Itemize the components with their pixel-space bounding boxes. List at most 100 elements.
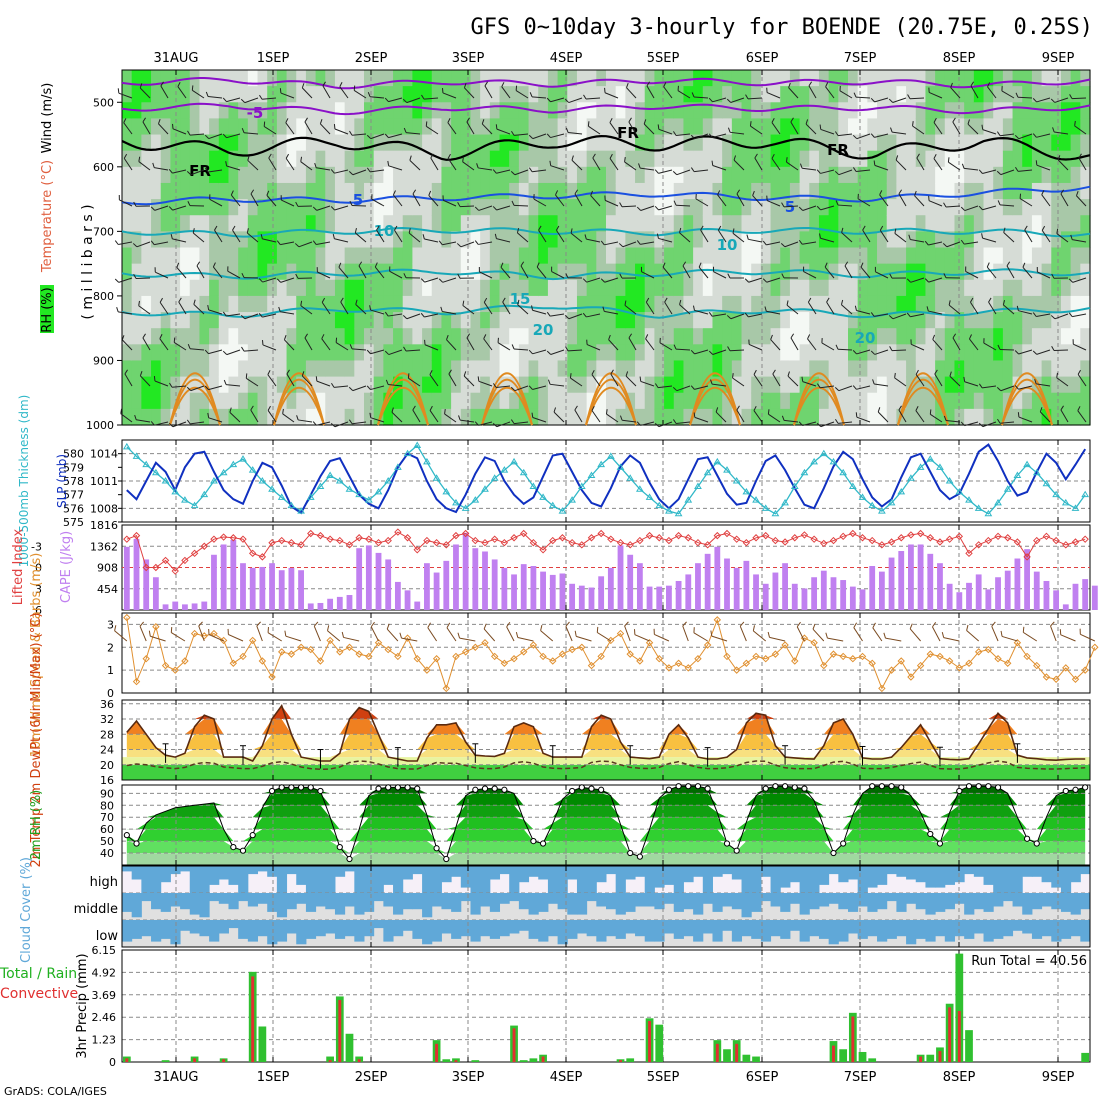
rh-cell: [257, 376, 268, 394]
rh-cell: [518, 166, 530, 184]
rh-cell: [528, 279, 539, 297]
rh-cell: [364, 247, 375, 265]
rh-cell: [334, 295, 346, 313]
rh-cell: [160, 70, 171, 87]
rh-cell: [218, 166, 230, 184]
rh-cell: [1031, 166, 1043, 184]
wind-barb-flag: [250, 405, 254, 411]
rh-cell: [364, 328, 375, 345]
cloud-cell: [528, 866, 539, 877]
rh-cell: [915, 376, 927, 394]
wind-speed-point: [171, 666, 179, 674]
cloud-cell: [296, 920, 307, 945]
wind-barb: [208, 349, 223, 355]
wind-barb-flag: [515, 631, 519, 638]
rh-cell: [247, 312, 259, 329]
lifted-index-point: [907, 531, 915, 539]
cloud-cell: [731, 893, 743, 910]
rh-cell: [751, 118, 762, 136]
wind-barb: [459, 205, 475, 208]
wind-barb: [943, 637, 960, 642]
wind-barb: [1000, 421, 1015, 424]
rh-cell: [586, 86, 597, 103]
rh-cell: [654, 392, 665, 410]
rh-cell: [247, 295, 259, 313]
wind-barb-flag: [330, 169, 335, 174]
wind-barb-flag: [1074, 120, 1076, 126]
wind-barb: [154, 380, 169, 387]
cloud-cell: [857, 920, 868, 939]
temp-tick-label: 16: [100, 774, 114, 787]
rh-cell: [247, 408, 259, 426]
cloud-cell: [1080, 893, 1091, 910]
wind-barb: [190, 385, 205, 392]
rh-cell: [276, 344, 288, 362]
cape-bar: [704, 553, 711, 610]
rh-cell: [770, 312, 781, 329]
wind-barb: [590, 195, 601, 207]
wind-barb-flag: [402, 98, 408, 103]
wind-barb-flag: [124, 369, 128, 375]
rh-cell: [770, 215, 781, 232]
cloud-cell: [518, 893, 530, 910]
rh-cell: [993, 118, 1004, 136]
wind-barb-flag: [222, 311, 227, 317]
rh-cell: [286, 70, 297, 87]
rh-cell: [480, 247, 491, 265]
rh-tick-label: 80: [100, 799, 114, 812]
rh-cell: [499, 408, 510, 426]
rh-cell: [480, 134, 491, 152]
cloud-cell: [625, 893, 636, 912]
rh-cell: [1002, 182, 1014, 200]
rh-cell: [499, 247, 510, 265]
cloud-cell: [664, 893, 675, 904]
precip-convective-bar: [832, 1045, 835, 1062]
rh-cell: [654, 102, 665, 120]
rh-cell: [393, 231, 404, 249]
rh-cell: [325, 360, 336, 378]
rh-cell: [305, 392, 317, 410]
bottom-date-label: 6SEP: [746, 1070, 779, 1085]
rh-cell: [896, 344, 907, 362]
rh-cell: [915, 231, 927, 249]
rh-cell: [586, 134, 597, 152]
wind-barb-flag: [370, 621, 375, 628]
rh-cell: [838, 150, 849, 168]
rh-cell: [944, 328, 956, 345]
rh-cell: [1060, 86, 1072, 103]
rh-cell: [151, 392, 162, 410]
rh-cell: [489, 392, 501, 410]
slp-tick-label: 1014: [90, 448, 118, 461]
rh-cell: [712, 86, 723, 103]
wind-barb-flag: [682, 261, 687, 267]
rh-cell: [209, 247, 220, 265]
rh-cell: [799, 150, 810, 168]
rh-cell: [635, 199, 646, 216]
wind-barb-flag: [879, 225, 884, 231]
wind-barb: [118, 277, 133, 283]
wind-barb: [428, 195, 439, 207]
cloud-cell: [770, 893, 781, 907]
rh-cell: [799, 102, 810, 120]
rh-cell: [422, 134, 433, 152]
rh-cell: [567, 118, 578, 136]
wind-barb: [284, 339, 295, 351]
wind-barb: [695, 198, 709, 207]
thickness-point: [732, 477, 741, 484]
rh-cell: [683, 295, 694, 313]
rh-cell: [857, 86, 868, 103]
rh-cell: [344, 408, 355, 426]
rh-cell: [1080, 199, 1091, 216]
wind-barb: [933, 158, 943, 171]
rh-cell: [993, 295, 1004, 313]
wind-speed-point: [994, 655, 1002, 663]
rh-point: [665, 786, 673, 793]
wind-barb: [300, 161, 313, 171]
wind-barb-flag: [403, 127, 407, 133]
wind-barb-flag: [710, 630, 713, 637]
rh-cell: [1002, 150, 1014, 168]
cloud-cell: [799, 866, 810, 893]
rh-cell: [538, 344, 549, 362]
wind-barb: [196, 265, 205, 279]
wind-barb-flag: [909, 623, 913, 630]
